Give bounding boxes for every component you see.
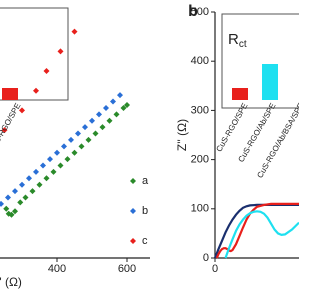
data-point: [33, 168, 39, 175]
data-point: [75, 130, 81, 137]
data-point: [57, 48, 64, 55]
panel-label: b: [188, 3, 198, 20]
y-tick-label: 100: [191, 203, 209, 215]
legend-label: b: [142, 205, 148, 217]
legend-marker: [130, 238, 136, 244]
data-point: [0, 200, 4, 207]
x-axis-label: Z' (Ω): [0, 275, 22, 289]
data-point: [50, 168, 57, 175]
inset-frame: [0, 7, 69, 101]
data-point: [29, 188, 36, 195]
inset-frame: [221, 13, 299, 109]
legend-marker: [130, 208, 136, 214]
data-point: [96, 111, 102, 118]
data-point: [8, 211, 15, 218]
data-point: [54, 149, 60, 156]
inset-bar: [232, 88, 248, 100]
data-point: [71, 149, 78, 156]
data-point: [124, 101, 130, 108]
data-point: [40, 162, 46, 169]
data-point: [19, 107, 25, 114]
inset-title: Rct: [228, 31, 247, 50]
data-line: [215, 202, 299, 259]
data-point: [26, 175, 32, 182]
data-point: [113, 111, 120, 118]
y-axis-label: Z'' (Ω): [175, 119, 189, 151]
x-tick-label: 0: [212, 263, 218, 275]
y-tick-label: 200: [191, 154, 209, 166]
data-point: [85, 136, 92, 143]
data-point: [68, 136, 74, 143]
x-tick-label: 400: [48, 263, 66, 275]
data-point: [43, 175, 50, 182]
data-point: [12, 188, 18, 195]
data-point: [120, 104, 127, 111]
data-point: [5, 194, 11, 201]
data-point: [99, 124, 106, 131]
data-point: [12, 208, 18, 215]
legend-label: c: [142, 235, 148, 247]
y-tick-label: 500: [191, 6, 209, 18]
legend-label: a: [142, 175, 149, 187]
data-point: [43, 68, 50, 75]
data-point: [64, 156, 71, 163]
inset-bar: [2, 88, 18, 100]
y-tick-label: 300: [191, 104, 209, 116]
data-point: [3, 205, 10, 212]
x-tick-label: 600: [118, 263, 136, 275]
data-point: [33, 87, 39, 94]
data-point: [103, 104, 109, 111]
data-point: [47, 156, 53, 163]
figure: Z' (Ω) b Z'' (Ω) Rct 400 600 a b c CuS-RGO/SP…: [0, 3, 299, 289]
data-point: [82, 124, 88, 131]
data-point: [110, 98, 116, 105]
data-point: [106, 117, 113, 124]
data-point: [57, 162, 64, 169]
data-point: [89, 117, 95, 124]
data-line: [224, 210, 299, 259]
data-point: [36, 181, 43, 188]
data-point: [117, 92, 123, 99]
legend-marker: [130, 178, 136, 184]
data-point: [22, 194, 29, 201]
inset-category-label: CuS-RGO/SPE: [0, 102, 23, 154]
inset-title-sub: ct: [239, 39, 247, 50]
inset-category-label: CuS-RGO/Ab/BSA/SPE: [255, 102, 299, 180]
data-point: [71, 28, 78, 35]
inset-title-main: R: [228, 31, 239, 48]
data-point: [92, 130, 99, 137]
inset-bar: [262, 64, 278, 100]
data-point: [1, 127, 8, 134]
data-point: [19, 181, 25, 188]
y-tick-label: 0: [203, 252, 209, 264]
data-point: [17, 199, 24, 206]
data-point: [61, 143, 67, 150]
data-point: [78, 143, 85, 150]
y-tick-label: 400: [191, 55, 209, 67]
